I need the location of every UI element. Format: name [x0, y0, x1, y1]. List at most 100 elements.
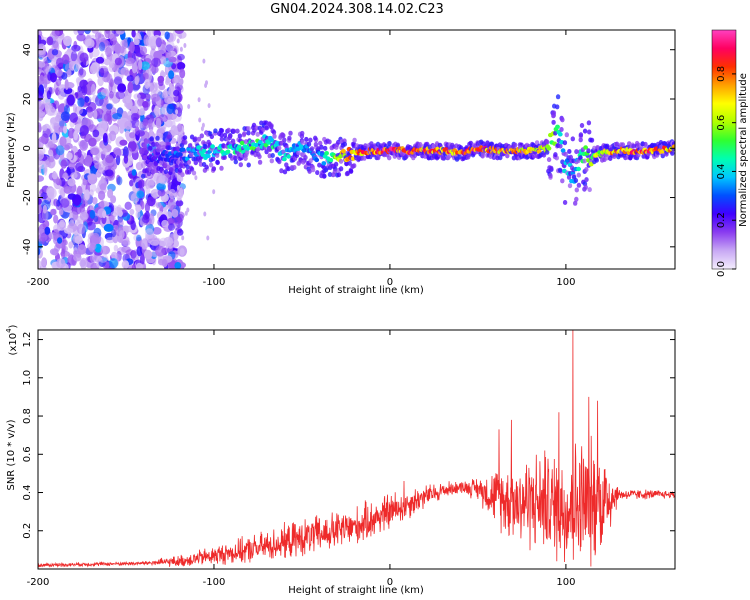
heatmap-cell [77, 97, 85, 108]
heatmap-cell [183, 43, 187, 48]
heatmap-cell [443, 146, 449, 152]
heatmap-cell [38, 35, 42, 43]
heatmap-cell [583, 184, 588, 190]
heatmap-cell [440, 155, 445, 161]
heatmap-cell [115, 30, 125, 35]
heatmap-cell [576, 172, 581, 178]
heatmap-cell [165, 40, 175, 53]
heatmap-cell [664, 151, 669, 157]
heatmap-cell [236, 144, 242, 149]
heatmap-cell [210, 156, 216, 162]
heatmap-cell [300, 130, 305, 136]
heatmap-cell [215, 160, 220, 166]
heatmap-cell [368, 154, 373, 160]
heatmap-cell [124, 130, 131, 139]
heatmap-cell [179, 248, 185, 256]
heatmap-cell [176, 159, 181, 165]
heatmap-cell [76, 185, 83, 197]
heatmap-cell [158, 175, 169, 185]
heatmap-cell [141, 173, 146, 179]
heatmap-cell [95, 56, 105, 64]
heatmap-cell [183, 139, 188, 145]
heatmap-cell [151, 141, 156, 147]
heatmap-cell [246, 126, 251, 132]
heatmap-cell [61, 72, 68, 80]
heatmap-cell [55, 78, 62, 87]
x-tick-label: -200 [27, 277, 50, 288]
y-tick-label: 1.2 [22, 332, 33, 348]
heatmap-cell [96, 127, 105, 140]
heatmap-cell [46, 187, 57, 199]
heatmap-cell [345, 170, 350, 176]
heatmap-cell [183, 152, 186, 158]
heatmap-cell [97, 76, 104, 87]
heatmap-cell [206, 235, 210, 241]
heatmap-cell [103, 223, 114, 232]
heatmap-cell [261, 127, 266, 133]
heatmap-cell [387, 155, 392, 161]
heatmap-cell [352, 137, 357, 143]
heatmap-cell [93, 109, 98, 120]
heatmap-cell [142, 72, 149, 81]
heatmap-cell [209, 134, 214, 140]
heatmap-cell [119, 139, 128, 146]
heatmap-cell [187, 104, 191, 109]
heatmap-cell [546, 146, 552, 151]
heatmap-cell [131, 169, 137, 176]
heatmap-cell [282, 137, 287, 143]
heatmap-cell [280, 132, 285, 138]
y-tick-label: 1.0 [22, 370, 33, 386]
heatmap-cell [174, 262, 182, 269]
heatmap-cell [108, 63, 116, 73]
heatmap-cell [38, 150, 45, 161]
heatmap-cell [140, 253, 145, 265]
heatmap-cell [222, 132, 228, 138]
heatmap-cell [89, 64, 98, 75]
heatmap-cell [212, 189, 216, 195]
heatmap-cell [112, 113, 122, 120]
heatmap-cell [574, 196, 579, 202]
x-tick-label: 0 [387, 277, 393, 288]
heatmap-cell [180, 172, 185, 178]
spectrogram-x-label: Height of straight line (km) [288, 285, 424, 296]
heatmap-cell [58, 208, 64, 216]
heatmap-cell [505, 153, 510, 159]
heatmap-cell [56, 221, 67, 231]
heatmap-cell [315, 170, 320, 176]
heatmap-cell [327, 139, 332, 145]
heatmap-cell [161, 91, 166, 99]
heatmap-cell [93, 215, 99, 222]
x-tick-label: -100 [203, 577, 226, 588]
heatmap-cell [65, 97, 70, 109]
heatmap-cell [301, 159, 306, 165]
heatmap-cell [111, 251, 118, 260]
heatmap-cell [181, 235, 185, 241]
heatmap-cell [157, 144, 162, 150]
heatmap-cell [168, 223, 175, 231]
heatmap-cell [327, 172, 333, 177]
heatmap-cell [179, 187, 184, 199]
heatmap-cell [177, 53, 185, 61]
heatmap-cell [191, 170, 197, 176]
heatmap-cell [107, 188, 114, 199]
heatmap-cell [141, 238, 148, 250]
heatmap-cell [82, 178, 88, 186]
heatmap-cell [200, 126, 204, 132]
heatmap-cell [144, 202, 150, 213]
heatmap-cell [231, 128, 237, 134]
heatmap-cell [126, 155, 134, 166]
heatmap-cell [147, 119, 153, 128]
heatmap-cell [513, 142, 518, 148]
heatmap-cell [323, 167, 329, 173]
heatmap-cell [317, 162, 322, 168]
heatmap-cell [363, 143, 368, 149]
heatmap-cell [541, 152, 547, 158]
heatmap-cell [61, 54, 70, 65]
heatmap-cell [347, 160, 352, 166]
heatmap-cell [579, 123, 585, 128]
heatmap-cell [553, 152, 558, 158]
heatmap-cell [177, 152, 183, 157]
heatmap-cell [68, 241, 74, 249]
heatmap-cell [576, 182, 582, 188]
heatmap-cell [245, 149, 250, 155]
